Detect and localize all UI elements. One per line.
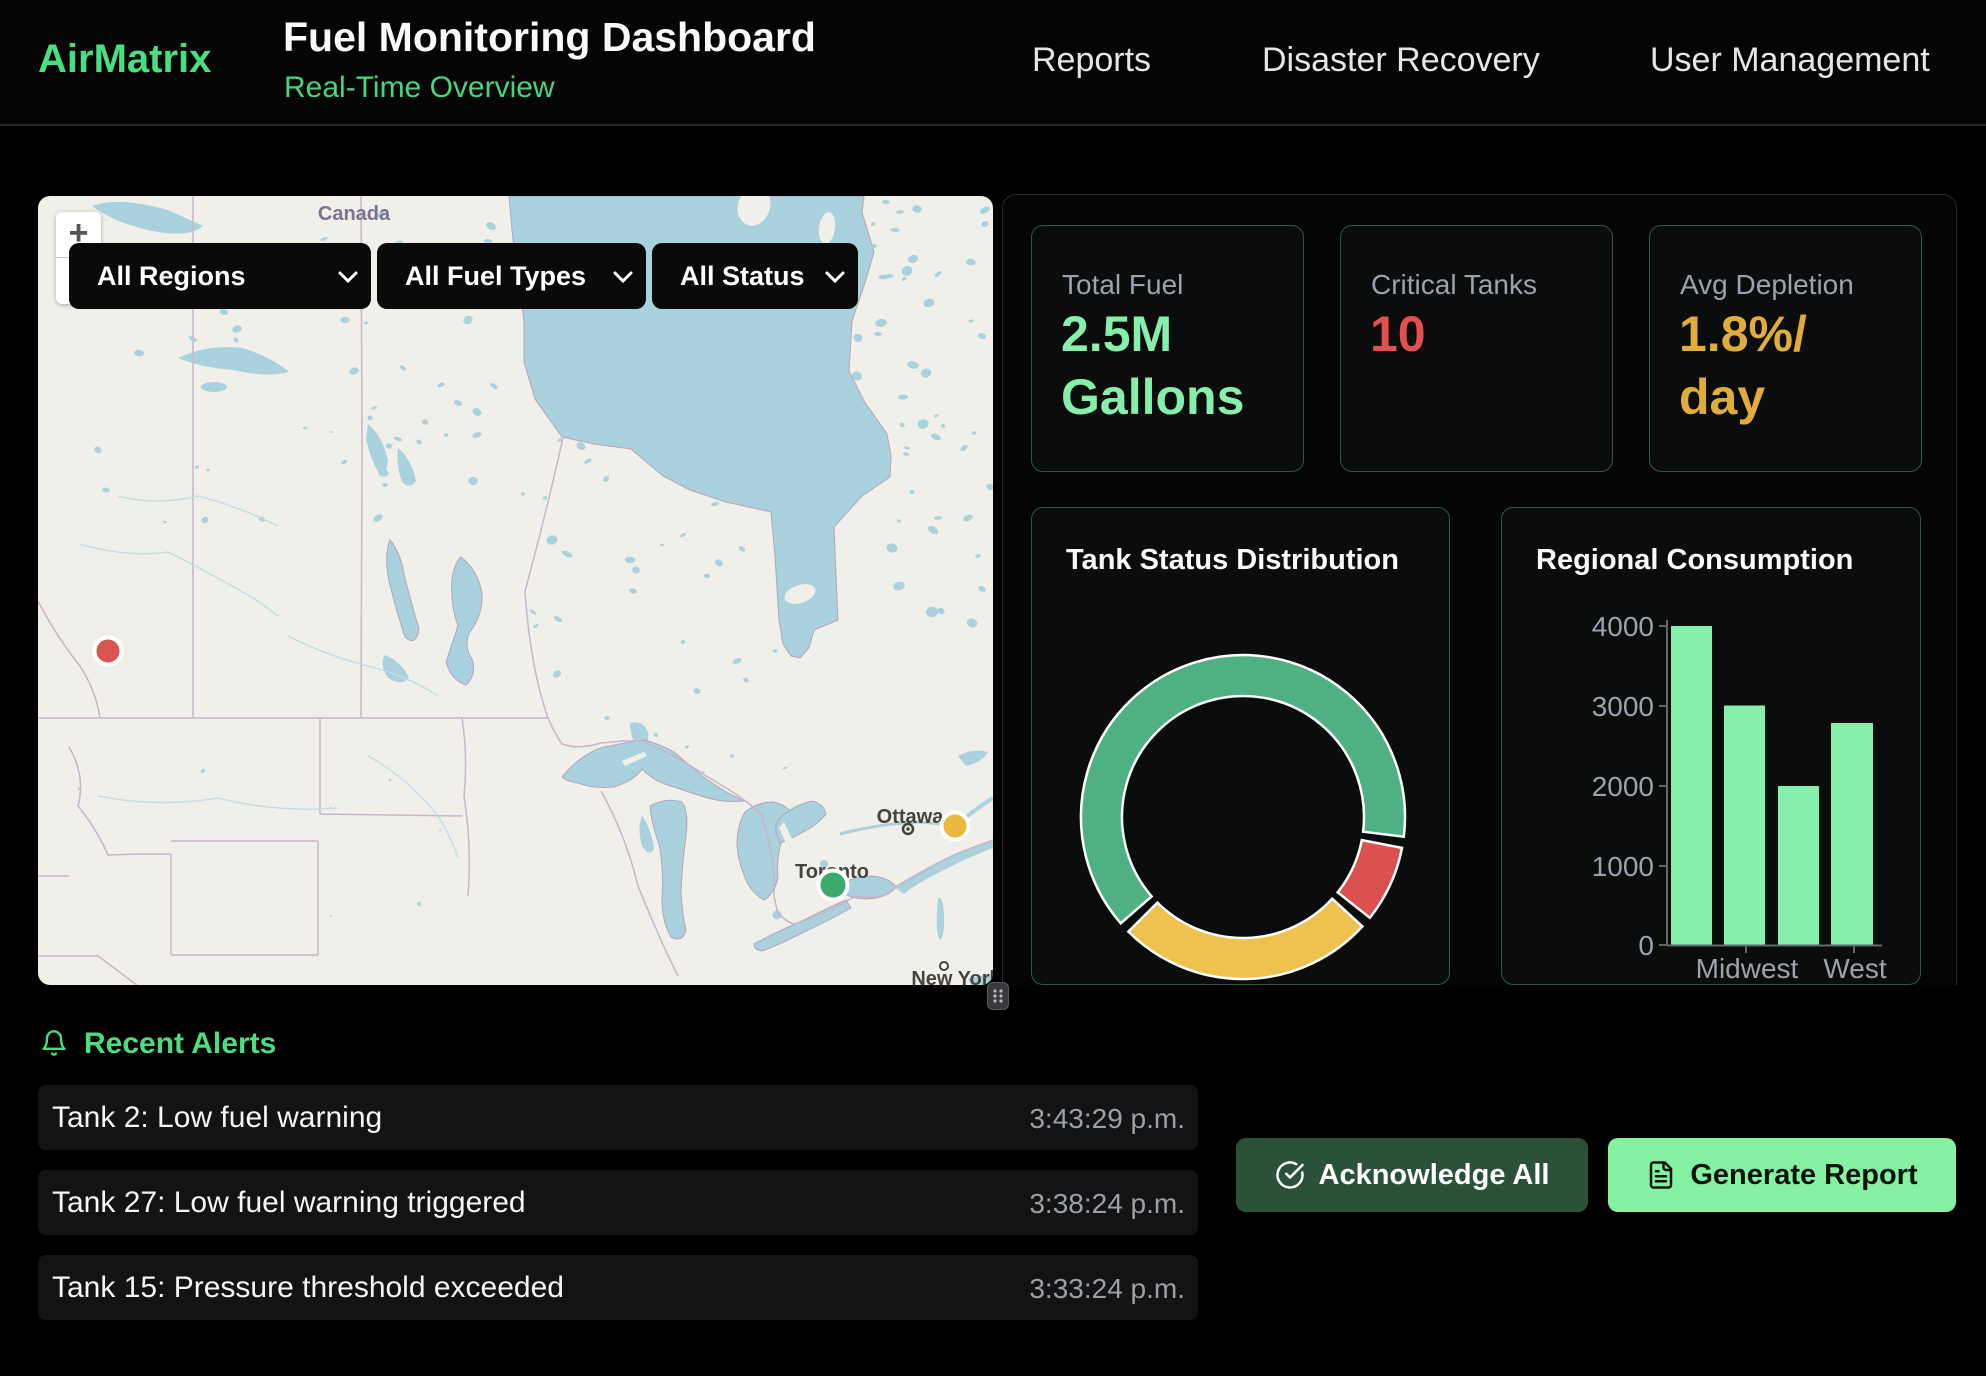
svg-text:0: 0	[1638, 930, 1654, 961]
svg-text:2000: 2000	[1592, 771, 1654, 802]
svg-text:1000: 1000	[1592, 851, 1654, 882]
svg-text:Ottawa: Ottawa	[877, 806, 945, 828]
svg-text:Canada: Canada	[318, 203, 391, 225]
svg-text:Midwest: Midwest	[1696, 953, 1799, 984]
svg-text:New York: New York	[911, 968, 993, 985]
svg-text:4000: 4000	[1592, 611, 1654, 642]
svg-text:West: West	[1823, 953, 1886, 984]
svg-text:3000: 3000	[1592, 691, 1654, 722]
